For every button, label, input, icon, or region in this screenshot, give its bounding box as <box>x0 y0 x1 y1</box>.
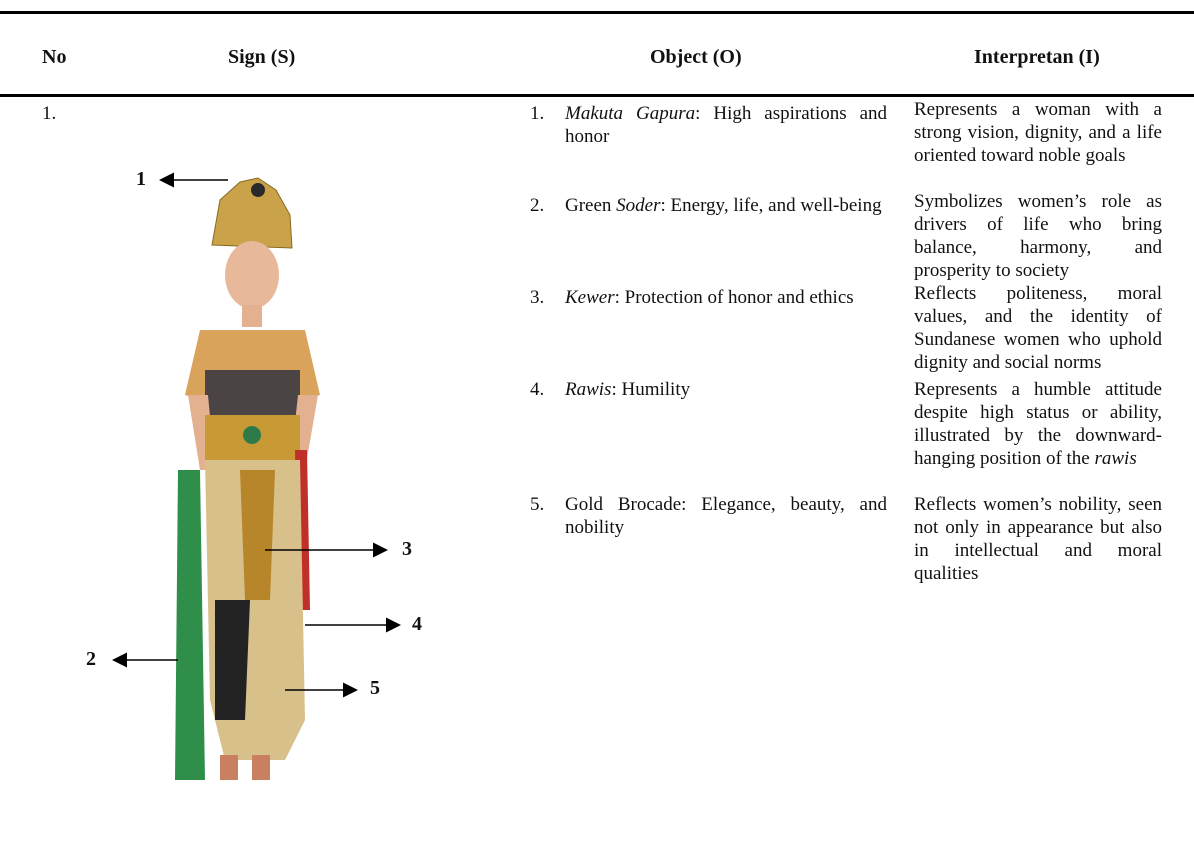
header-rule <box>0 94 1194 97</box>
interpretation-text: Reflects women’s nobility, seen not only… <box>914 493 1162 585</box>
text-run: Rawis <box>565 379 612 400</box>
column-header: No <box>42 46 67 68</box>
text-run: Green <box>565 195 617 216</box>
text-run: : Humility <box>611 379 691 400</box>
text-run: Represents a woman with a strong vision,… <box>914 99 1162 166</box>
interpretation-text: Represents a woman with a strong vision,… <box>914 98 1162 167</box>
object-number: 2. <box>530 195 545 216</box>
text-run: : Energy, life, and well-being <box>660 195 882 216</box>
text-run: Gold Brocade: Elegance, beauty, and nobi… <box>565 494 887 538</box>
sign-label: 3 <box>402 538 412 560</box>
text-run: Symbolizes women’s role as drivers of li… <box>914 191 1162 281</box>
interpretation-text: Reflects politeness, moral values, and t… <box>914 282 1162 374</box>
costume-figure <box>112 172 401 780</box>
interpretation-text: Symbolizes women’s role as drivers of li… <box>914 190 1162 282</box>
text-run: Reflects politeness, moral values, and t… <box>914 283 1162 373</box>
object-text: Gold Brocade: Elegance, beauty, and nobi… <box>565 493 887 539</box>
text-run: Reflects women’s nobility, seen not only… <box>914 494 1162 584</box>
sign-label: 4 <box>412 613 422 635</box>
text-run: Makuta Gapura <box>565 103 696 124</box>
object-text: Kewer: Protection of honor and ethics <box>565 286 887 309</box>
sign-label: 5 <box>370 677 380 699</box>
interpretation-text: Represents a humble attitude despite hig… <box>914 378 1162 470</box>
column-header: Object (O) <box>650 46 742 68</box>
text-run: Soder <box>616 195 661 216</box>
text-run: : High aspirations and honor <box>565 103 887 147</box>
sign-label: 1 <box>136 168 146 190</box>
column-header: Interpretan (I) <box>974 46 1100 68</box>
text-run: : Protection of honor and ethics <box>614 287 854 308</box>
text-run: Kewer <box>565 287 615 308</box>
text-run: Represents a humble attitude despite hig… <box>914 379 1162 469</box>
column-header: Sign (S) <box>228 46 296 68</box>
object-number: 5. <box>530 494 545 515</box>
object-text: Green Soder: Energy, life, and well-bein… <box>565 194 887 217</box>
object-number: 4. <box>530 379 545 400</box>
top-rule <box>0 11 1194 14</box>
object-number: 1. <box>530 103 545 124</box>
sign-label: 2 <box>86 648 96 670</box>
object-number: 3. <box>530 287 545 308</box>
text-run: rawis <box>1094 448 1137 469</box>
object-text: Rawis: Humility <box>565 378 887 401</box>
object-text: Makuta Gapura: High aspirations and hono… <box>565 102 887 148</box>
row-number: 1. <box>42 103 57 124</box>
